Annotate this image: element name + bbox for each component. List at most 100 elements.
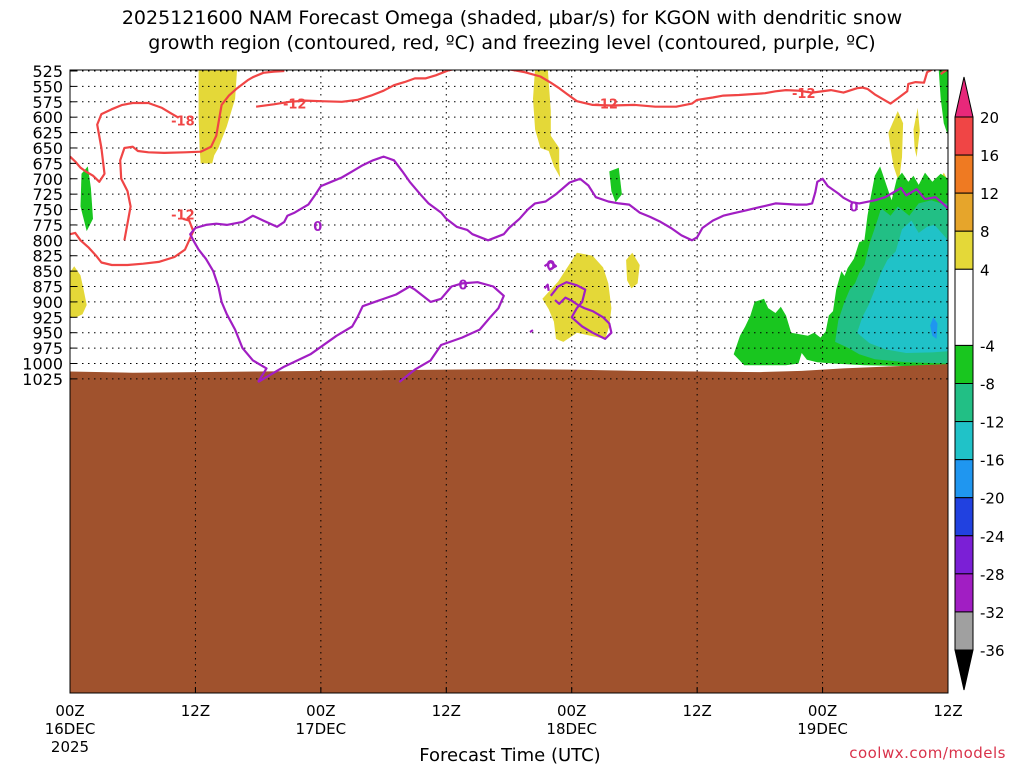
x-tick-date-4: 18DEC xyxy=(546,720,597,738)
colorbar-bin-3 xyxy=(954,192,974,232)
x-tick-label-1: 12Z xyxy=(181,702,210,720)
colorbar-label-3: 8 xyxy=(980,223,990,241)
freezing-contour-line-1 xyxy=(189,155,948,383)
y-tick-label-825: 825 xyxy=(32,247,63,266)
y-tick-label-750: 750 xyxy=(32,201,63,220)
y-tick-label-650: 650 xyxy=(32,139,63,158)
colorbar-label-5: -4 xyxy=(980,337,995,355)
chart-title: 2025121600 NAM Forecast Omega (shaded, μ… xyxy=(0,6,1024,56)
omega-region-8 xyxy=(80,166,93,232)
freezing-contour-line-4 xyxy=(543,283,550,291)
colorbar-bin-1 xyxy=(954,116,974,156)
dendritic-label-3: -12 xyxy=(594,98,618,113)
colorbar-label-6: -8 xyxy=(980,376,995,394)
freezing-label-1: 0 xyxy=(458,279,467,294)
colorbar-bottom-arrow xyxy=(954,649,974,691)
x-tick-label-4: 00Z xyxy=(557,702,586,720)
y-tick-label-875: 875 xyxy=(32,278,63,297)
colorbar-label-12: -32 xyxy=(980,604,1005,622)
colorbar-bin-5 xyxy=(954,268,974,346)
y-tick-label-675: 675 xyxy=(32,154,63,173)
freezing-contour-line-2 xyxy=(549,281,613,340)
colorbar-label-7: -12 xyxy=(980,414,1005,432)
omega-region-1 xyxy=(533,70,561,178)
freezing-label-3: 0 xyxy=(849,200,858,215)
colorbar-bin-13 xyxy=(954,611,974,651)
freezing-label-0: 0 xyxy=(313,220,322,235)
omega-region-13 xyxy=(857,220,948,353)
dendritic-label-4: -12 xyxy=(792,87,816,102)
x-tick-label-7: 12Z xyxy=(933,702,962,720)
y-tick-label-800: 800 xyxy=(32,231,63,250)
x-tick-date-6: 19DEC xyxy=(797,720,848,738)
x-axis-label: Forecast Time (UTC) xyxy=(419,745,601,766)
omega-region-2 xyxy=(70,266,87,318)
omega-region-0 xyxy=(198,70,238,164)
omega-region-9 xyxy=(609,167,622,203)
y-tick-label-850: 850 xyxy=(32,262,63,281)
colorbar-bin-11 xyxy=(954,535,974,575)
colorbar-label-1: 16 xyxy=(980,147,999,165)
colorbar-label-13: -36 xyxy=(980,642,1005,660)
y-tick-label-525: 525 xyxy=(32,62,63,81)
dendritic-contour-line-3 xyxy=(255,70,934,108)
y-tick-label-725: 725 xyxy=(32,185,63,204)
colorbar-label-2: 12 xyxy=(980,185,999,203)
y-tick-label-700: 700 xyxy=(32,170,63,189)
dendritic-label-1: -12 xyxy=(283,98,307,113)
x-tick-label-0: 00Z xyxy=(55,702,84,720)
colorbar-top-arrow xyxy=(954,76,974,118)
colorbar-label-10: -24 xyxy=(980,528,1005,546)
x-tick-date-2: 17DEC xyxy=(296,720,347,738)
y-tick-label-900: 900 xyxy=(32,293,63,312)
omega-region-3 xyxy=(542,252,612,342)
freezing-contour-line-5 xyxy=(529,329,534,334)
colorbar-label-4: 4 xyxy=(980,261,990,279)
colorbar-bin-10 xyxy=(954,497,974,537)
colorbar-bin-8 xyxy=(954,421,974,461)
freezing-level-contours xyxy=(189,155,948,383)
x-tick-label-2: 00Z xyxy=(306,702,335,720)
chart-title-line-1: 2025121600 NAM Forecast Omega (shaded, μ… xyxy=(121,7,903,29)
y-tick-label-550: 550 xyxy=(32,77,63,96)
y-tick-label-625: 625 xyxy=(32,124,63,143)
y-tick-label-775: 775 xyxy=(32,216,63,235)
omega-region-4 xyxy=(626,252,640,289)
colorbar-label-0: 20 xyxy=(980,109,999,127)
colorbar-label-8: -16 xyxy=(980,452,1005,470)
y-axis: 5255505756006256506757007257507758008258… xyxy=(22,62,76,389)
plot-frame xyxy=(69,69,949,694)
y-tick-label-600: 600 xyxy=(32,108,63,127)
colorbar-label-11: -28 xyxy=(980,566,1005,584)
x-tick-year-0: 2025 xyxy=(51,738,89,756)
dendritic-contour-line-0 xyxy=(70,101,180,183)
omega-region-5 xyxy=(888,111,904,183)
colorbar-bin-4 xyxy=(954,230,974,270)
gridlines xyxy=(70,70,948,693)
y-tick-label-975: 975 xyxy=(32,339,63,358)
freezing-label-2: 0 xyxy=(546,259,555,274)
colorbar-bin-9 xyxy=(954,459,974,499)
y-tick-label-1025: 1025 xyxy=(22,370,63,389)
x-tick-label-6: 00Z xyxy=(808,702,837,720)
x-tick-label-5: 12Z xyxy=(682,702,711,720)
y-tick-label-950: 950 xyxy=(32,324,63,343)
freezing-contour-line-0 xyxy=(257,281,505,383)
chart-title-line-2: growth region (contoured, red, ºC) and f… xyxy=(148,32,876,54)
colorbar-bin-2 xyxy=(954,154,974,194)
contour-labels: -18 -12 -12 -12 -12 0 0 0 0 xyxy=(171,87,858,294)
freezing-contour-line-3 xyxy=(543,260,558,271)
source-credit: coolwx.com/models xyxy=(849,744,1006,762)
dendritic-contour-line-1 xyxy=(119,70,285,241)
colorbar-bin-12 xyxy=(954,573,974,613)
y-tick-label-925: 925 xyxy=(32,308,63,327)
x-tick-label-3: 12Z xyxy=(432,702,461,720)
colorbar: 20 16 12 8 4 -4 -8 -12 -16 -20 -24 -28 -32 -36 xyxy=(954,76,1005,691)
colorbar-label-9: -20 xyxy=(980,490,1005,508)
dendritic-label-0: -18 xyxy=(171,114,195,129)
dendritic-label-2: -12 xyxy=(171,208,195,223)
ground-fill xyxy=(70,364,948,693)
y-tick-label-1000: 1000 xyxy=(22,354,63,373)
